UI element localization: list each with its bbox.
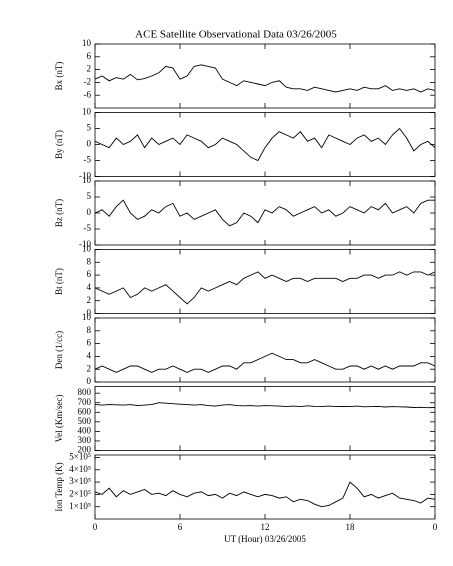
y-tick-label: 10 [82, 312, 92, 322]
y-tick-label: 0 [87, 139, 92, 149]
y-tick-label: 6 [87, 338, 92, 348]
y-tick-label: 600 [78, 406, 92, 416]
y-tick-label: 10 [82, 175, 92, 185]
x-axis-label: UT (Hour) 03/26/2005 [224, 534, 306, 544]
y-tick-label: 10 [82, 38, 92, 48]
y-tick-label: 0 [87, 376, 92, 386]
y-axis-label: Bz (nT) [54, 199, 64, 227]
y-tick-label: 2 [87, 295, 92, 305]
y-tick-label: 1×10⁵ [69, 501, 91, 511]
y-tick-label: -2 [84, 76, 92, 86]
y-tick-label: 400 [78, 425, 92, 435]
y-axis-label: Bt (nT) [54, 268, 64, 295]
y-axis-label: By (nT) [54, 130, 64, 159]
data-line [94, 64, 436, 93]
x-tick-label: 6 [178, 522, 183, 532]
data-line [94, 481, 436, 508]
y-tick-label: -10 [79, 171, 91, 181]
y-tick-label: 300 [78, 435, 92, 445]
y-tick-label: 10 [82, 107, 92, 117]
y-tick-label: 4×10⁵ [69, 464, 91, 474]
data-line [94, 199, 435, 227]
y-axis-label: Bx (nT) [54, 62, 64, 91]
y-tick-label: 5 [87, 191, 92, 201]
data-line [94, 402, 436, 409]
y-tick-label: -5 [84, 155, 92, 165]
y-tick-label: 200 [78, 445, 92, 455]
y-axis-label: Den (1/cc) [54, 331, 64, 369]
y-tick-label: 3×10⁵ [69, 476, 91, 486]
y-tick-label: 2×10⁵ [69, 488, 91, 498]
y-tick-label: 6 [87, 51, 92, 61]
y-tick-label: 8 [87, 325, 92, 335]
y-tick-label: -5 [84, 223, 92, 233]
y-tick-label: 10 [82, 244, 92, 254]
data-line [94, 352, 436, 373]
y-tick-label: 6 [87, 269, 92, 279]
x-tick-label: 12 [261, 522, 270, 532]
x-tick-label: 18 [346, 522, 356, 532]
data-line [94, 127, 436, 162]
data-line [94, 271, 436, 305]
y-tick-label: 5 [87, 123, 92, 133]
y-tick-label: 5×10⁵ [69, 452, 91, 462]
chart-title: ACE Satellite Observational Data 03/26/2… [135, 29, 337, 41]
x-tick-label: 0 [93, 522, 98, 532]
y-tick-label: 0 [87, 308, 92, 318]
x-tick-label: 0 [433, 522, 438, 532]
y-tick-label: 8 [87, 256, 92, 266]
y-tick-label: 2 [87, 64, 92, 74]
y-axis-label: Ion Temp (K) [54, 462, 64, 511]
y-tick-label: -10 [79, 239, 91, 249]
y-tick-label: 700 [78, 397, 92, 407]
y-tick-label: 500 [78, 416, 92, 426]
y-tick-label: -6 [84, 89, 92, 99]
y-tick-label: 4 [87, 282, 92, 292]
y-tick-label: 800 [78, 387, 92, 397]
y-tick-label: 4 [87, 350, 92, 360]
y-axis-label: Vel (Km/sec) [54, 395, 64, 443]
y-tick-label: 2 [87, 363, 92, 373]
y-tick-label: 0 [87, 207, 92, 217]
